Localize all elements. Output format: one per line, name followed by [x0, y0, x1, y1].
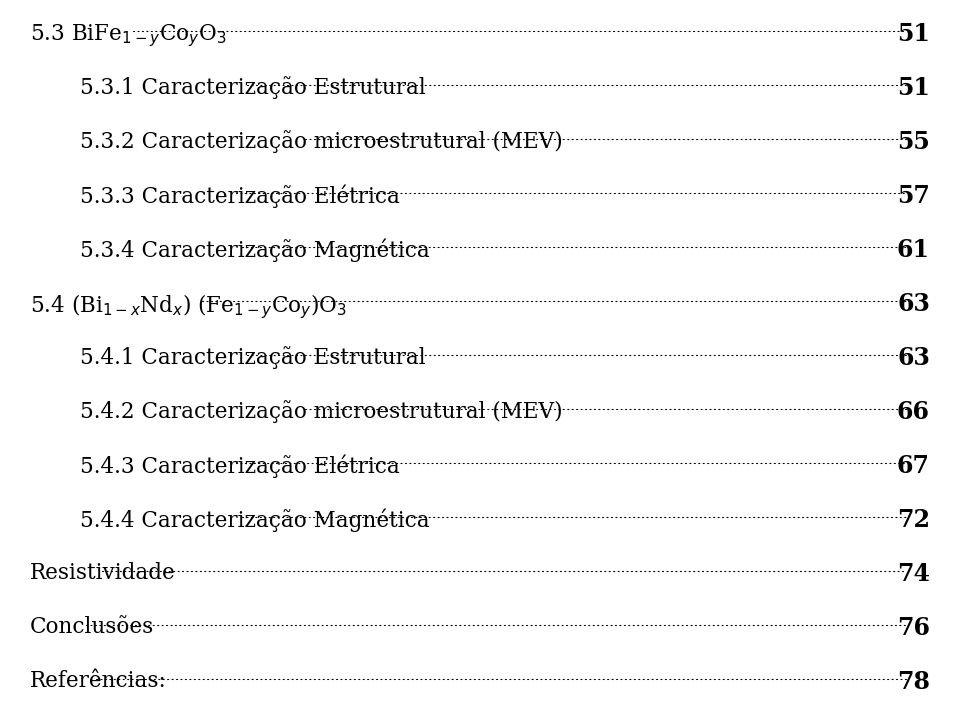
Text: 5.4.2 Caracterização microestrutural (MEV): 5.4.2 Caracterização microestrutural (ME…	[80, 400, 563, 423]
Text: Resistividade: Resistividade	[30, 562, 176, 584]
Text: 5.3.1 Caracterização Estrutural: 5.3.1 Caracterização Estrutural	[80, 76, 425, 99]
Text: 5.4 (Bi$_{1-x}$Nd$_x$) (Fe$_{1-y}$Co$_y$)O$_3$: 5.4 (Bi$_{1-x}$Nd$_x$) (Fe$_{1-y}$Co$_y$…	[30, 292, 347, 320]
Text: 5.4.1 Caracterização Estrutural: 5.4.1 Caracterização Estrutural	[80, 346, 425, 369]
Text: 66: 66	[897, 400, 930, 424]
Text: 5.4.4 Caracterização Magnética: 5.4.4 Caracterização Magnética	[80, 508, 430, 532]
Text: 51: 51	[898, 76, 930, 100]
Text: 78: 78	[897, 670, 930, 694]
Text: 76: 76	[897, 616, 930, 640]
Text: 5.3.3 Caracterização Elétrica: 5.3.3 Caracterização Elétrica	[80, 184, 400, 208]
Text: 51: 51	[898, 22, 930, 46]
Text: Conclusões: Conclusões	[30, 616, 155, 638]
Text: 74: 74	[897, 562, 930, 586]
Text: 63: 63	[898, 292, 930, 316]
Text: 63: 63	[898, 346, 930, 370]
Text: Referências:: Referências:	[30, 670, 167, 692]
Text: 5.4.3 Caracterização Elétrica: 5.4.3 Caracterização Elétrica	[80, 454, 399, 477]
Text: 67: 67	[897, 454, 930, 478]
Text: 57: 57	[898, 184, 930, 208]
Text: 5.3 BiFe$_{1-y}$Co$_y$O$_3$: 5.3 BiFe$_{1-y}$Co$_y$O$_3$	[30, 22, 227, 49]
Text: 5.3.2 Caracterização microestrutural (MEV): 5.3.2 Caracterização microestrutural (ME…	[80, 130, 563, 153]
Text: 55: 55	[898, 130, 930, 154]
Text: 72: 72	[897, 508, 930, 532]
Text: 5.3.4 Caracterização Magnética: 5.3.4 Caracterização Magnética	[80, 238, 430, 262]
Text: 61: 61	[897, 238, 930, 262]
